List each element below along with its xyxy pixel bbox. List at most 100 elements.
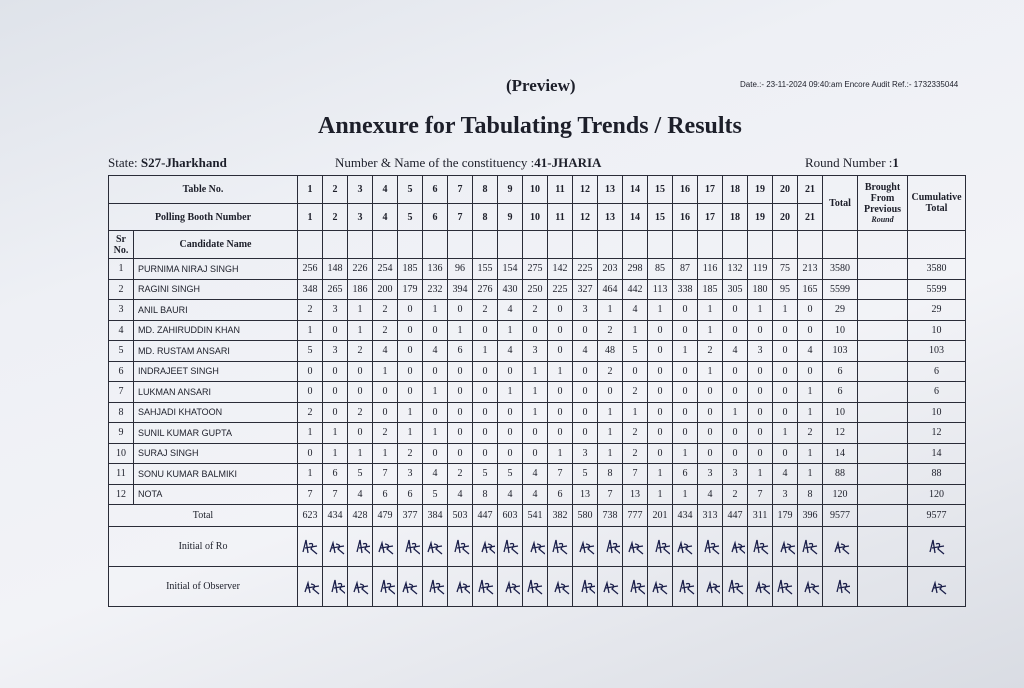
observer-initial-row: Initial of Observer (107, 566, 967, 607)
signature (655, 539, 671, 554)
table-no: 12 (572, 175, 599, 204)
row-total: 5599 (822, 278, 859, 300)
initial-cell (722, 566, 749, 607)
vote-count: 185 (397, 258, 424, 280)
vote-count: 4 (772, 463, 799, 485)
vote-count: 0 (347, 381, 374, 403)
cumulative: 6 (907, 360, 967, 382)
candidate-name: MD. RUSTAM ANSARI (132, 340, 299, 362)
name-header: Candidate Name (132, 230, 299, 259)
observer-label: Initial of Observer (107, 566, 299, 607)
vote-count: 1 (497, 381, 524, 403)
vote-count: 1 (522, 401, 549, 423)
vote-count: 1 (797, 463, 824, 485)
vote-count: 1 (422, 422, 449, 444)
vote-count: 1 (672, 483, 699, 505)
vote-count: 2 (522, 299, 549, 321)
initial-cell (622, 526, 649, 567)
constituency-label: Number & Name of the constituency : (335, 155, 535, 170)
blank-cell (547, 230, 574, 259)
candidate-name: LUKMAN ANSARI (132, 381, 299, 403)
total-row: Total 623 434 428 479 377 384 503 447 603 541 382 58… (107, 504, 967, 527)
vote-count: 0 (472, 360, 499, 382)
initial-cell (907, 566, 967, 607)
vote-count: 298 (622, 258, 649, 280)
vote-count: 4 (497, 483, 524, 505)
initial-cell (397, 566, 424, 607)
initial-cell (472, 566, 499, 607)
signature (427, 539, 443, 554)
vote-count: 1 (297, 319, 324, 341)
blank-cell (572, 230, 599, 259)
vote-count: 5 (497, 463, 524, 485)
blank-cell (722, 230, 749, 259)
blank-cell (647, 230, 674, 259)
signature (579, 539, 595, 554)
brought-cell (857, 422, 909, 444)
vote-count: 0 (797, 319, 824, 341)
column-total: 377 (397, 504, 424, 527)
vote-count: 0 (697, 381, 724, 403)
total-label: Total (107, 504, 299, 527)
vote-count: 1 (347, 319, 374, 341)
vote-count: 0 (572, 381, 599, 403)
cumulative: 88 (907, 463, 967, 485)
signature (302, 539, 318, 554)
brought-cell (857, 566, 909, 607)
vote-count: 0 (447, 299, 474, 321)
brought-cell (857, 504, 909, 527)
initial-cell (347, 566, 374, 607)
blank-cell (472, 230, 499, 259)
vote-count: 2 (697, 340, 724, 362)
blank-cell (697, 230, 724, 259)
vote-count: 275 (522, 258, 549, 280)
total-header: Total (822, 175, 859, 231)
booth-no: 9 (497, 203, 524, 231)
vote-count: 6 (547, 483, 574, 505)
vote-count: 1 (647, 463, 674, 485)
sr-no: 1 (108, 258, 134, 280)
vote-count: 7 (372, 463, 399, 485)
column-total: 384 (422, 504, 449, 527)
round-label: Round Number : (805, 155, 893, 170)
booth-no: 3 (347, 203, 374, 231)
vote-count: 180 (747, 278, 774, 300)
vote-count: 0 (447, 381, 474, 403)
booth-no: 18 (722, 203, 749, 231)
vote-count: 464 (597, 278, 624, 300)
vote-count: 0 (697, 401, 724, 423)
vote-count: 0 (772, 360, 799, 382)
booth-row: Polling Booth Number 1 2 3 4 5 6 7 8 9 10 11 12 13 14 1… (107, 203, 966, 231)
vote-count: 0 (672, 319, 699, 341)
constituency-value: 41-JHARIA (534, 155, 602, 170)
vote-count: 0 (647, 401, 674, 423)
vote-count: 5 (297, 340, 324, 362)
vote-count: 0 (547, 319, 574, 341)
vote-count: 276 (472, 278, 499, 300)
cumulative-total: 9577 (907, 504, 967, 527)
column-total: 447 (472, 504, 499, 527)
column-total: 382 (547, 504, 574, 527)
vote-count: 348 (297, 278, 324, 300)
signature (329, 539, 345, 554)
vote-count: 1 (347, 442, 374, 464)
vote-count: 0 (497, 401, 524, 423)
vote-count: 2 (797, 422, 824, 444)
vote-count: 250 (522, 278, 549, 300)
vote-count: 179 (397, 278, 424, 300)
vote-count: 0 (647, 340, 674, 362)
vote-count: 1 (347, 299, 374, 321)
cumulative: 14 (907, 442, 967, 464)
vote-count: 0 (722, 319, 749, 341)
row-total: 10 (822, 319, 859, 341)
blank-cell (297, 230, 324, 259)
candidate-row: 7 LUKMAN ANSARI 0 0 0 0 0 1 0 0 1 1 0 0 0 2 0 0 0 0 0 0 1 6 6 (108, 381, 967, 403)
vote-count: 0 (547, 401, 574, 423)
booth-no: 13 (597, 203, 624, 231)
row-total: 6 (822, 381, 859, 403)
vote-count: 0 (572, 422, 599, 444)
signature (581, 579, 596, 594)
vote-count: 0 (622, 360, 649, 382)
vote-count: 2 (447, 463, 474, 485)
